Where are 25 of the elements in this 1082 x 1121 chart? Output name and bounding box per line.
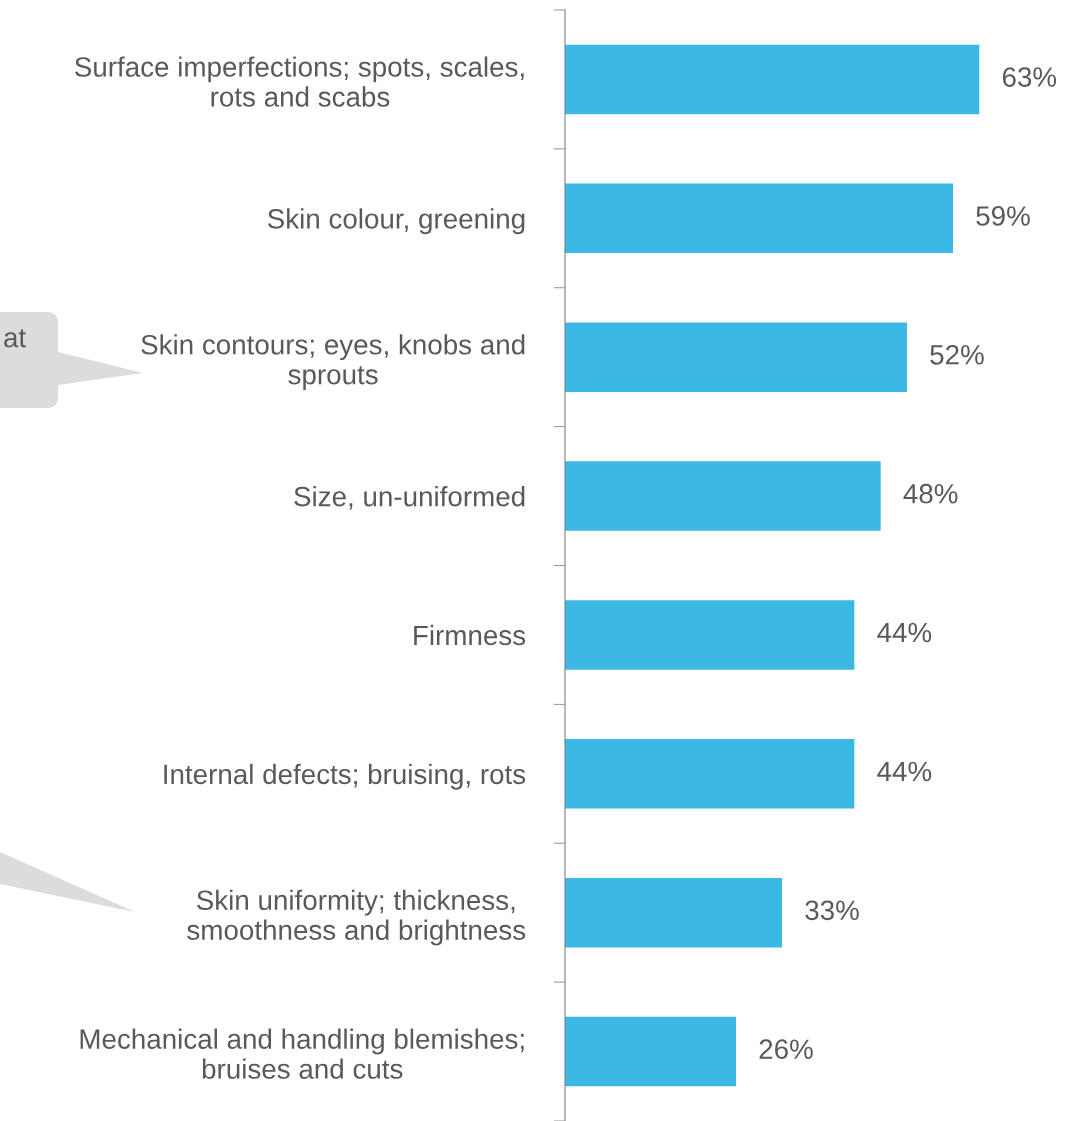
bar bbox=[565, 1016, 736, 1087]
y-tick-label: Skin uniformity; thickness, smoothness and brightness bbox=[187, 889, 526, 946]
data-label: 33% bbox=[805, 900, 859, 921]
data-label: 44% bbox=[877, 761, 932, 782]
data-label: 63% bbox=[1002, 67, 1057, 87]
y-tick-label: Firmness bbox=[414, 624, 526, 646]
bar bbox=[565, 322, 907, 392]
data-label: 48% bbox=[903, 483, 958, 504]
data-label: 26% bbox=[759, 1039, 813, 1060]
y-tick-label: Mechanical and handling blemishes; bruises and cuts bbox=[80, 1028, 524, 1079]
y-tick-label: Skin colour, greening bbox=[267, 208, 525, 235]
y-tick-label: Internal defects; bruising, rots bbox=[164, 763, 526, 790]
bar bbox=[565, 877, 783, 948]
bar bbox=[565, 461, 881, 531]
bar bbox=[565, 600, 855, 670]
y-tick-label: Size, un-uniformed bbox=[294, 486, 525, 510]
bar bbox=[565, 739, 855, 809]
text: at bbox=[4, 329, 26, 348]
data-label: 59% bbox=[976, 206, 1030, 226]
bar bbox=[565, 44, 980, 115]
data-label: 44% bbox=[877, 622, 932, 643]
bar bbox=[565, 183, 953, 254]
y-tick-label: Skin contours; eyes, knobs and sprouts bbox=[141, 334, 525, 390]
data-label: 52% bbox=[930, 344, 984, 365]
y-tick-label: Surface imperfections; spots, scales, rots and scabs bbox=[75, 56, 524, 107]
